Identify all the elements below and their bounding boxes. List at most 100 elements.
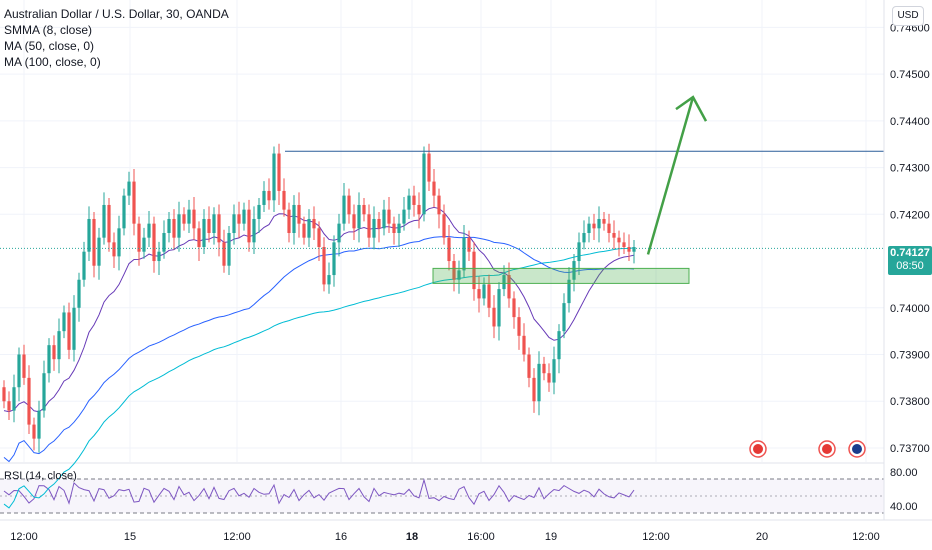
candle-body	[352, 214, 356, 229]
economic-events[interactable]	[749, 440, 866, 458]
time-tick-label: 15	[124, 531, 136, 543]
candle-body	[297, 204, 301, 224]
candle-body	[52, 345, 56, 360]
candle-body	[447, 237, 451, 262]
candle-body	[187, 209, 191, 224]
candle-body	[12, 387, 16, 411]
candle-body	[232, 214, 236, 233]
candle-body	[302, 223, 306, 238]
candle-body	[467, 237, 471, 252]
last-price-value: 0.74127	[890, 247, 930, 259]
candle-body	[117, 228, 121, 257]
price-axis[interactable]: 0.746000.745000.744000.743000.742000.740…	[883, 0, 930, 520]
candle-body	[377, 218, 381, 229]
candle-body	[437, 195, 441, 215]
candle-body	[422, 153, 426, 215]
candle-body	[347, 195, 351, 215]
candle-body	[402, 209, 406, 224]
indicator-ma50[interactable]: MA (50, close, 0)	[4, 39, 95, 53]
candle-body	[542, 363, 546, 374]
candle-body	[517, 317, 521, 336]
candle-body	[337, 223, 341, 243]
candle-body	[522, 335, 526, 355]
currency-button[interactable]: USD	[892, 6, 924, 26]
time-tick-label: 12:00	[223, 531, 251, 543]
us-flag-icon-core	[822, 444, 832, 454]
candle-body	[597, 218, 601, 229]
candle-body	[7, 401, 11, 411]
candle-body	[372, 218, 376, 238]
candle-body	[62, 312, 66, 332]
us-flag-icon	[749, 440, 767, 458]
price-tick-label: 0.74400	[890, 116, 930, 128]
projection-arrow-shaft	[646, 96, 695, 255]
candle-body	[392, 223, 396, 233]
indicator-smma[interactable]: SMMA (8, close)	[4, 23, 93, 37]
candle-body	[242, 209, 246, 224]
candle-body	[27, 377, 31, 425]
rsi-line	[3, 478, 635, 506]
rsi-tick-label: 80.00	[890, 467, 918, 479]
time-tick-label: 18	[406, 531, 418, 543]
ma100-path	[3, 247, 635, 509]
candle-body	[107, 204, 111, 243]
candle-body	[382, 209, 386, 229]
candle-body	[212, 214, 216, 233]
support-zone	[432, 267, 690, 284]
ma100-line	[3, 247, 635, 509]
candle-body	[127, 181, 131, 196]
bar-countdown: 08:50	[896, 260, 924, 272]
candle-body	[132, 181, 136, 224]
candle-body	[32, 424, 36, 439]
candle-body	[482, 284, 486, 299]
candle-body	[622, 242, 626, 248]
candle-body	[577, 242, 581, 262]
last-price-tag: 0.74127 08:50	[888, 246, 932, 275]
candle-body	[182, 214, 186, 224]
candle-body	[287, 209, 291, 233]
candle-body	[367, 214, 371, 238]
candle-body	[627, 247, 631, 252]
us-flag-icon-core	[753, 444, 763, 454]
rsi-legend[interactable]: RSI (14, close)	[4, 470, 77, 482]
candle-body	[532, 377, 536, 402]
price-tick-label: 0.74200	[890, 209, 930, 221]
candles-group	[2, 143, 636, 453]
drawing-annotations[interactable]	[0, 95, 884, 284]
candle-body	[227, 233, 231, 266]
candle-body	[252, 218, 256, 243]
candle-body	[632, 247, 636, 252]
candle-body	[582, 233, 586, 243]
candle-body	[452, 261, 456, 280]
candle-body	[157, 251, 161, 262]
candle-body	[317, 228, 321, 248]
candle-body	[527, 354, 531, 378]
indicator-ma100[interactable]: MA (100, close, 0)	[4, 55, 101, 69]
candle-body	[327, 275, 331, 285]
price-tick-label: 0.73900	[890, 350, 930, 362]
candle-body	[277, 153, 281, 191]
price-tick-label: 0.74300	[890, 163, 930, 175]
candle-body	[587, 223, 591, 233]
candle-body	[222, 242, 226, 266]
candle-body	[267, 190, 271, 201]
candle-body	[177, 214, 181, 238]
price-tick-label: 0.73700	[890, 443, 930, 455]
time-tick-label: 16:00	[467, 531, 495, 543]
candle-body	[197, 228, 201, 248]
candle-body	[152, 223, 156, 262]
candle-body	[42, 373, 46, 411]
candle-body	[567, 279, 571, 304]
price-tick-label: 0.74500	[890, 69, 930, 81]
candle-body	[477, 289, 481, 299]
time-axis[interactable]: 12:00 15 12:00 16 18 16:00 19 12:00 20 12:00	[0, 519, 932, 543]
symbol-title[interactable]: Australian Dollar / U.S. Dollar, 30, OAN…	[4, 7, 229, 21]
candle-body	[432, 181, 436, 196]
candle-body	[357, 204, 361, 229]
candle-body	[202, 218, 206, 248]
candle-body	[512, 298, 516, 318]
candle-body	[322, 247, 326, 285]
time-tick-label: 20	[756, 531, 768, 543]
candle-body	[457, 270, 461, 280]
